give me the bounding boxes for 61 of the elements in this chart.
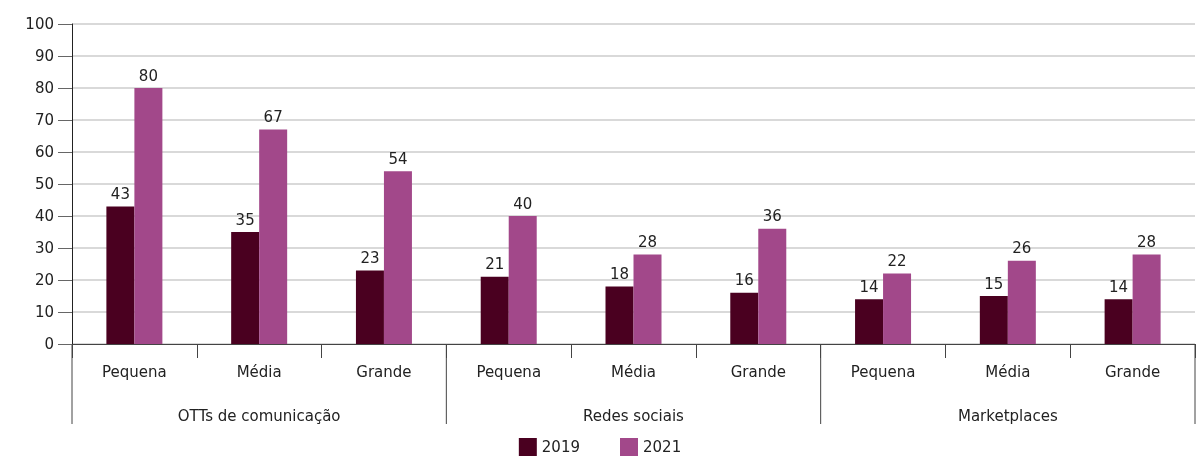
data-label: 28 <box>1137 232 1157 251</box>
y-tick-label: 70 <box>34 111 54 129</box>
x-tick-label: Pequena <box>476 362 542 381</box>
data-label: 22 <box>887 252 907 271</box>
data-label: 36 <box>762 207 782 226</box>
bar <box>355 270 384 344</box>
data-label: 14 <box>859 277 879 296</box>
data-label: 16 <box>734 271 754 290</box>
bar <box>508 216 537 344</box>
y-tick-label: 90 <box>34 47 54 65</box>
data-label: 14 <box>1109 277 1129 296</box>
bar <box>134 88 163 344</box>
y-tick-label: 50 <box>34 175 54 193</box>
y-tick-label: 0 <box>44 335 54 353</box>
data-label: 15 <box>984 274 1004 293</box>
bar <box>1007 260 1036 344</box>
data-label: 67 <box>263 108 283 127</box>
text: Marketplaces <box>957 406 1058 425</box>
data-label: 54 <box>388 149 408 168</box>
x-tick-label: Grande <box>356 362 412 381</box>
data-label: 80 <box>138 66 158 85</box>
y-tick-label: 40 <box>34 207 54 225</box>
y-tick-label: 10 <box>34 303 54 321</box>
x-tick-label: Média <box>236 362 282 381</box>
data-label: 40 <box>513 194 533 213</box>
x-tick-label: Média <box>985 362 1031 381</box>
data-label: 21 <box>485 255 505 274</box>
x-tick-label: Pequena <box>850 362 916 381</box>
y-tick-label: 20 <box>34 271 54 289</box>
bar <box>1132 254 1161 344</box>
data-label: 18 <box>609 264 630 283</box>
x-tick-label: Média <box>610 362 657 381</box>
x-tick-label: Grande <box>730 362 786 381</box>
data-label: 43 <box>110 184 130 203</box>
x-tick-label: Grande <box>1104 362 1161 381</box>
legend-label: 2021 <box>643 438 682 456</box>
data-label: 23 <box>360 248 380 267</box>
y-tick-label: 100 <box>25 15 54 33</box>
bar <box>383 171 412 344</box>
bar <box>106 206 135 344</box>
bar <box>480 276 509 344</box>
bar <box>979 296 1008 344</box>
y-tick-label: 80 <box>34 79 54 97</box>
text: Redes sociais <box>583 406 685 425</box>
bar <box>605 286 634 344</box>
data-label: 26 <box>1012 239 1032 258</box>
bar <box>730 292 759 344</box>
y-tick-label: 30 <box>34 239 54 257</box>
bar <box>855 299 884 344</box>
y-tick-label: 60 <box>34 143 54 161</box>
legend-label: 2019 <box>541 438 581 456</box>
bar <box>259 129 288 344</box>
data-label: 35 <box>235 210 255 229</box>
bar <box>633 254 662 344</box>
x-tick-label: Pequena <box>102 362 167 381</box>
text: OTTs de comunicação <box>177 406 341 425</box>
bar <box>1104 299 1133 344</box>
data-label: 28 <box>637 232 658 251</box>
bar <box>758 228 787 344</box>
bar <box>231 232 260 344</box>
bar <box>883 273 912 344</box>
